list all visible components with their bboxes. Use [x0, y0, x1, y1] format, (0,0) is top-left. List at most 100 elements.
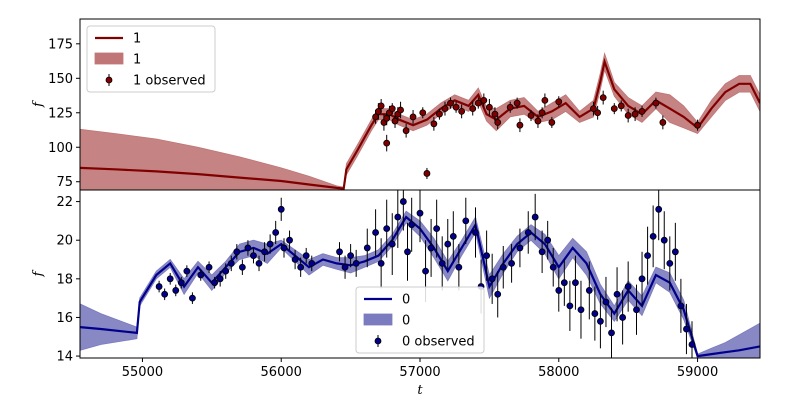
marker — [211, 279, 219, 287]
data-point — [291, 249, 299, 270]
marker — [472, 229, 479, 236]
data-point — [277, 197, 285, 221]
marker — [671, 248, 679, 256]
x-tick-label: 55000 — [122, 365, 163, 380]
marker — [233, 248, 241, 256]
marker — [608, 329, 615, 337]
data-point — [455, 244, 463, 291]
data-point — [438, 236, 446, 291]
data-point — [619, 290, 627, 345]
marker — [404, 248, 411, 256]
marker — [677, 302, 685, 310]
y-tick-label: 150 — [48, 72, 73, 87]
marker — [336, 248, 343, 256]
data-point — [211, 276, 219, 289]
data-point — [261, 242, 268, 262]
data-point — [302, 247, 310, 264]
data-point — [590, 101, 597, 116]
data-point — [399, 190, 407, 231]
marker — [624, 283, 632, 290]
y-tick-label: 22 — [56, 195, 73, 210]
data-point — [427, 218, 435, 277]
marker — [391, 117, 399, 125]
marker — [549, 263, 557, 271]
data-point — [469, 101, 477, 116]
marker — [430, 120, 438, 128]
marker — [388, 240, 396, 248]
data-point — [549, 247, 557, 287]
marker — [683, 325, 690, 333]
top-panel: 75 100 125 150 175 f 1 1 1 observed — [31, 18, 761, 191]
data-point — [566, 280, 574, 331]
plot-area — [80, 190, 760, 358]
marker — [644, 252, 651, 260]
data-point — [377, 238, 385, 289]
data-point — [599, 90, 607, 105]
legend: 0 0 0 observed — [355, 286, 485, 354]
data-point — [683, 303, 690, 355]
marker — [660, 236, 668, 244]
marker — [599, 94, 607, 102]
marker — [541, 96, 549, 104]
marker — [655, 205, 663, 213]
marker — [694, 121, 701, 129]
data-point — [404, 222, 411, 281]
marker — [394, 213, 402, 221]
series-line-0 — [80, 215, 760, 358]
legend-box — [86, 25, 216, 93]
marker — [452, 103, 460, 111]
y-tick-label: 18 — [56, 272, 73, 287]
marker — [227, 259, 235, 267]
data-point — [347, 244, 355, 268]
legend-label: 0 observed — [402, 335, 475, 350]
data-point — [336, 242, 343, 262]
x-axis-label: t — [417, 383, 423, 398]
marker — [166, 275, 174, 283]
marker — [617, 102, 625, 110]
marker — [538, 109, 546, 117]
data-point — [524, 211, 532, 254]
data-point — [597, 294, 604, 349]
data-point — [652, 97, 660, 109]
data-point — [666, 236, 674, 291]
data-point — [216, 271, 224, 287]
marker — [302, 252, 310, 260]
marker — [419, 109, 427, 117]
marker — [377, 259, 385, 267]
marker — [610, 105, 618, 113]
marker — [555, 287, 563, 294]
data-point — [513, 97, 521, 109]
marker — [197, 271, 205, 279]
data-point — [227, 255, 235, 272]
data-point — [444, 218, 452, 270]
y-tick-label: 75 — [56, 175, 73, 190]
marker — [566, 302, 574, 310]
y-tick-label: 125 — [48, 106, 73, 121]
marker — [577, 306, 585, 314]
data-point — [397, 101, 404, 119]
marker — [585, 287, 593, 294]
data-point — [394, 190, 402, 248]
marker — [534, 117, 542, 125]
data-point — [402, 123, 410, 138]
data-point — [423, 167, 431, 179]
marker — [619, 314, 627, 321]
plot-area — [80, 51, 760, 190]
data-point — [352, 249, 360, 277]
marker — [458, 107, 466, 115]
data-point — [560, 259, 568, 306]
y-tick-label: 16 — [56, 311, 73, 326]
marker — [266, 240, 274, 248]
data-point — [480, 93, 488, 108]
data-point — [363, 228, 371, 268]
data-point — [494, 271, 502, 318]
marker — [480, 96, 488, 104]
marker — [363, 244, 371, 252]
marker — [383, 114, 391, 122]
marker — [399, 198, 407, 205]
marker — [638, 107, 646, 115]
data-point — [458, 104, 466, 119]
data-point — [155, 280, 163, 293]
